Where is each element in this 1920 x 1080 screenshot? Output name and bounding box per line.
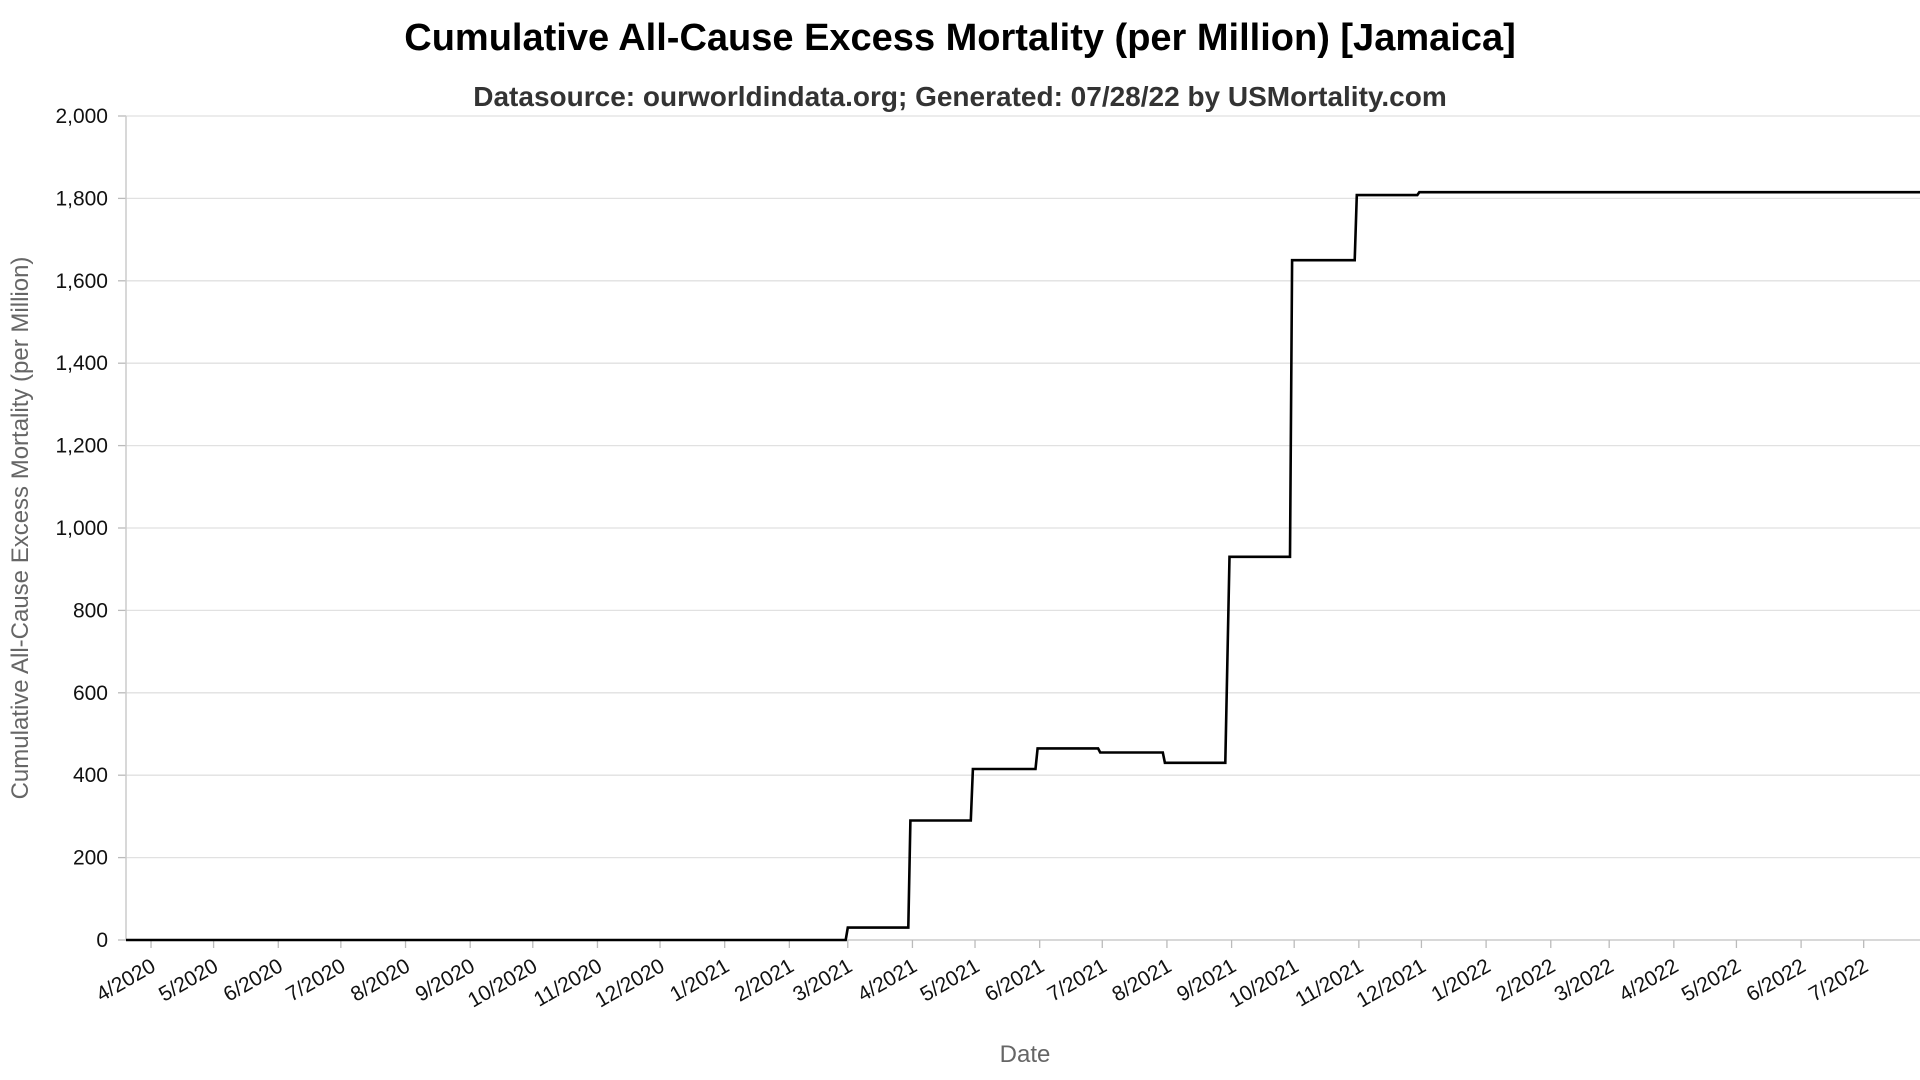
x-axis-title: Date <box>1000 1041 1051 1068</box>
x-tick-label: 2/2022 <box>1492 954 1559 1006</box>
y-tick-label: 400 <box>73 764 108 787</box>
x-tick-label: 5/2020 <box>155 954 222 1006</box>
y-tick-label: 800 <box>73 599 108 622</box>
series-line <box>126 190 1920 942</box>
y-tick-label: 1,400 <box>55 352 108 375</box>
x-tick-label: 6/2022 <box>1742 954 1809 1006</box>
x-tick-label: 11/2020 <box>530 954 606 1011</box>
x-tick-label: 6/2020 <box>220 954 287 1006</box>
x-tick-label: 3/2022 <box>1551 954 1618 1006</box>
x-tick-label: 7/2021 <box>1044 954 1111 1006</box>
chart-title: Cumulative All-Cause Excess Mortality (p… <box>404 17 1515 59</box>
x-tick-label: 10/2021 <box>1225 954 1302 1012</box>
x-tick-label: 12/2020 <box>591 954 668 1012</box>
gridlines <box>126 115 1920 859</box>
x-tick-label: 8/2021 <box>1108 954 1175 1006</box>
x-tick-label: 4/2021 <box>854 954 921 1006</box>
x-tick-label: 3/2021 <box>789 954 856 1006</box>
x-tick-label: 6/2021 <box>981 954 1048 1006</box>
x-tick-label: 7/2020 <box>282 954 349 1006</box>
chart-subtitle: Datasource: ourworldindata.org; Generate… <box>473 81 1447 112</box>
y-tick-label: 2,000 <box>55 105 108 128</box>
x-tick-label: 5/2021 <box>916 954 983 1006</box>
y-tick-label: 1,600 <box>55 270 108 293</box>
y-tick-label: 200 <box>73 847 108 870</box>
x-tick-label: 12/2021 <box>1353 954 1430 1012</box>
x-tick-label: 5/2022 <box>1678 954 1745 1006</box>
x-tick-label: 1/2022 <box>1427 954 1494 1006</box>
series-layer <box>126 190 1920 942</box>
x-tick-label: 2/2021 <box>731 954 798 1006</box>
x-tick-label: 7/2022 <box>1805 954 1872 1006</box>
x-tick-label: 1/2021 <box>666 954 733 1006</box>
y-tick-label: 600 <box>73 682 108 705</box>
y-tick-label: 1,800 <box>55 187 108 210</box>
x-tick-label: 11/2021 <box>1291 954 1367 1011</box>
x-tick-label: 4/2020 <box>92 954 159 1006</box>
x-tick-label: 10/2020 <box>464 954 541 1012</box>
y-tick-label: 1,000 <box>55 517 108 540</box>
x-tick-label: 4/2022 <box>1615 954 1682 1006</box>
axes: 0 200 400 600 800 1,000 1,200 1,400 1,600 1,800 2,… <box>55 105 1920 1012</box>
y-axis-title: Cumulative All-Cause Excess Mortality (p… <box>7 257 34 800</box>
y-tick-label: 1,200 <box>55 435 108 458</box>
x-tick-label: 8/2020 <box>347 954 414 1006</box>
y-tick-label: 0 <box>96 929 108 952</box>
